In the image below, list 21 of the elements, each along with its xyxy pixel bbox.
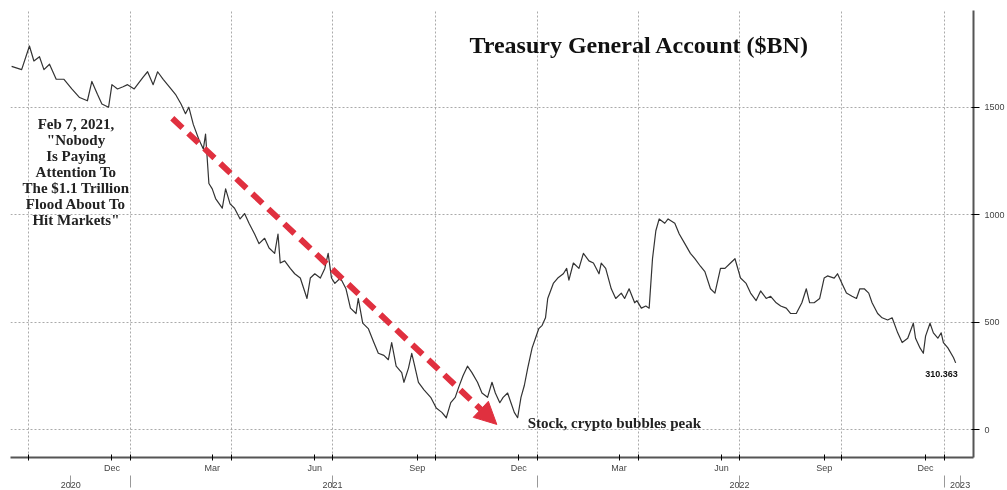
x-tick-label: Sep — [816, 462, 833, 473]
annotation: Feb 7, 2021, "Nobody Is Paying Attention To The $1.1 Trillion Flood About To Hit Markets" — [22, 115, 130, 228]
x-tick-label: Mar — [204, 462, 220, 473]
y-tick-label: 1000 — [984, 209, 1005, 220]
x-tick-label: Dec — [917, 462, 935, 473]
text: Treasury General Account ($BN) — [469, 32, 808, 59]
x-tick-label: Dec — [103, 462, 121, 473]
x-tick-label: Dec — [510, 462, 528, 473]
x2-tick-label: 2020 — [60, 479, 81, 490]
y-tick-label: 1500 — [984, 102, 1005, 113]
x2-tick-label: 2023 — [950, 479, 971, 490]
x2-tick-label: 2022 — [729, 479, 750, 490]
x-tick-label: Jun — [307, 462, 323, 473]
y-tick-label: 500 — [984, 317, 1000, 328]
x-tick-label: Mar — [611, 462, 627, 473]
x2-tick-label: 2021 — [322, 479, 343, 490]
annotation: Stock, crypto bubbles peak — [527, 414, 702, 431]
x-tick-label: Jun — [714, 462, 729, 473]
data-label: 310.363 — [925, 368, 958, 379]
y-tick-label: 0 — [984, 424, 990, 435]
x-tick-label: Sep — [409, 462, 426, 473]
